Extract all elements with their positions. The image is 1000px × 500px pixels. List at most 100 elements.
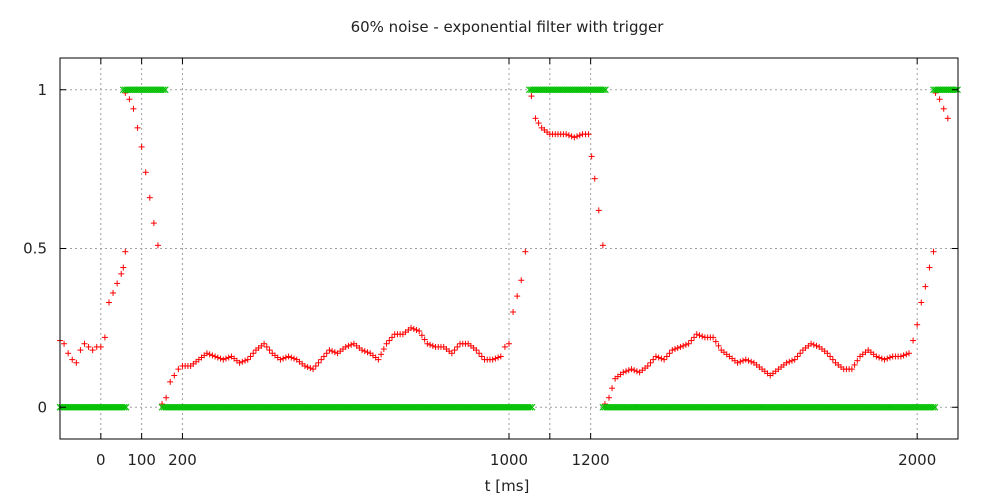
data-point-plus [495, 354, 502, 361]
data-point-plus [851, 361, 858, 368]
data-point-plus [326, 347, 333, 354]
data-point-plus [737, 358, 744, 365]
data-point-plus [685, 340, 692, 347]
data-point-plus [454, 343, 461, 350]
data-point-plus [677, 343, 684, 350]
data-point-plus [212, 353, 219, 360]
data-point-plus [906, 350, 913, 357]
data-point-plus [671, 346, 678, 353]
data-point-plus [203, 350, 210, 357]
data-point-plus [348, 341, 355, 348]
data-point-plus [591, 175, 598, 182]
series-layer [56, 86, 961, 411]
data-point-plus [682, 341, 689, 348]
data-point-plus [81, 340, 88, 347]
data-point-plus [786, 358, 793, 365]
data-point-plus [220, 356, 227, 363]
data-point-plus [693, 331, 700, 338]
data-point-plus [318, 356, 325, 363]
data-point-plus [647, 359, 654, 366]
data-point-plus [691, 334, 698, 341]
data-point-plus [114, 280, 121, 287]
data-point-x [161, 86, 169, 94]
data-point-plus [631, 367, 638, 374]
data-point-plus [568, 133, 575, 140]
data-point-plus [528, 93, 535, 100]
data-point-plus [378, 351, 385, 358]
data-point-plus [606, 394, 613, 401]
x-tick-label: 1200 [572, 451, 610, 469]
data-point-plus [163, 394, 170, 401]
data-point-plus [408, 324, 415, 331]
data-point-plus [740, 357, 747, 364]
data-point-plus [361, 348, 368, 355]
data-point-plus [427, 341, 434, 348]
data-point-plus [342, 343, 349, 350]
data-point-plus [886, 354, 893, 361]
data-point-plus [247, 353, 254, 360]
chart-title: 60% noise - exponential filter with trig… [351, 18, 665, 36]
data-point-plus [897, 353, 904, 360]
data-point-plus [900, 352, 907, 359]
data-point-plus [263, 343, 270, 350]
data-point-plus [808, 340, 815, 347]
data-point-plus [448, 350, 455, 357]
data-point-plus [266, 347, 273, 354]
data-point-plus [225, 354, 232, 361]
data-point-plus [77, 347, 84, 354]
data-point-plus [742, 356, 749, 363]
data-point-plus [810, 341, 817, 348]
data-point-plus [118, 270, 125, 277]
data-point-plus [715, 342, 722, 349]
data-point-plus [105, 299, 112, 306]
data-point-plus [501, 343, 508, 350]
data-point-plus [167, 378, 174, 385]
ticks: 0 100 200 1000 1200 2000 0 0.5 1 [23, 58, 958, 469]
data-point-plus [918, 299, 925, 306]
data-point-plus [89, 347, 96, 354]
data-point-plus [242, 357, 249, 364]
data-point-x [526, 403, 534, 411]
data-point-plus [922, 283, 929, 290]
data-point-plus [625, 367, 632, 374]
data-point-plus [661, 356, 668, 363]
data-point-plus [936, 96, 943, 103]
x-axis-label: t [ms] [485, 477, 530, 495]
data-point-plus [364, 349, 371, 356]
data-point-plus [138, 143, 145, 150]
data-point-plus [222, 355, 229, 362]
data-point-plus [171, 372, 178, 379]
data-point-plus [652, 353, 659, 360]
data-point-plus [261, 340, 268, 347]
data-point-plus [514, 293, 521, 300]
data-point-plus [881, 356, 888, 363]
data-point-plus [510, 309, 517, 315]
data-point-plus [565, 132, 572, 139]
data-point-plus [876, 354, 883, 361]
data-point-plus [110, 289, 117, 296]
data-point-plus [236, 359, 243, 366]
data-point-plus [563, 131, 570, 138]
x-tick-label: 1000 [490, 451, 528, 469]
data-point-x [931, 403, 939, 411]
data-point-plus [175, 366, 182, 373]
data-point-plus [304, 364, 311, 371]
data-point-plus [291, 355, 298, 362]
data-point-plus [710, 334, 717, 341]
data-point-plus [418, 332, 425, 339]
data-point-plus [410, 325, 417, 332]
data-point-plus [599, 242, 606, 249]
data-point-plus [574, 133, 581, 140]
data-point-plus [320, 353, 327, 360]
data-point-plus [824, 350, 831, 357]
data-point-plus [878, 355, 885, 362]
data-point-plus [154, 242, 161, 249]
data-point-plus [424, 340, 431, 347]
data-point-plus [429, 342, 436, 349]
data-point-plus [489, 356, 496, 363]
data-point-plus [903, 351, 910, 358]
data-point-plus [277, 356, 284, 363]
data-point-plus [214, 354, 221, 361]
data-point-plus [854, 357, 861, 364]
data-point-plus [914, 321, 921, 328]
